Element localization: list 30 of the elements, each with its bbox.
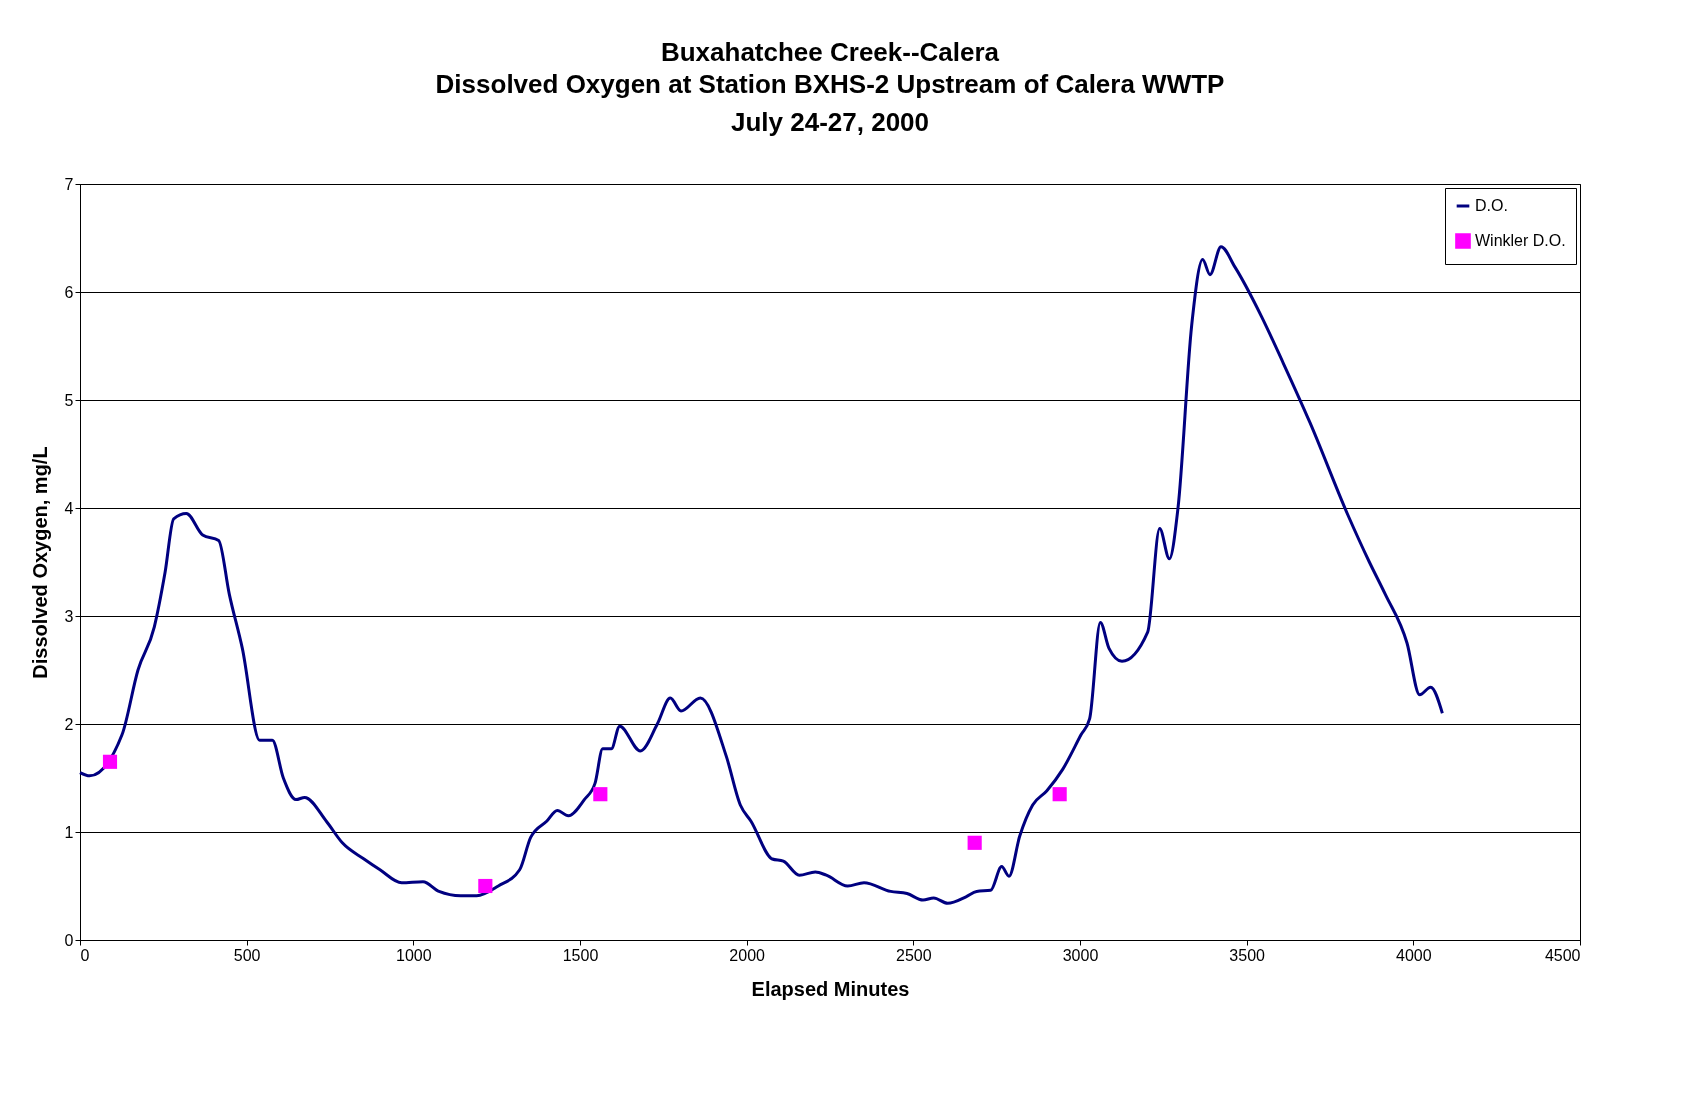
line-series	[78, 245, 1444, 905]
x-tick-label: 3500	[1229, 946, 1266, 964]
point	[967, 835, 982, 850]
y-axis-title: Dissolved Oxygen, mg/L	[28, 446, 51, 679]
x-tick-label: 4000	[1396, 946, 1432, 964]
x-tick-label: 3000	[1062, 946, 1099, 964]
x-tick-label: 1500	[562, 946, 599, 964]
point	[478, 878, 493, 894]
y-tick-label: 0	[64, 931, 74, 949]
point	[102, 754, 118, 769]
y-tick-label: 6	[64, 283, 74, 301]
chart-title: Buxahatchee Creek--Calera	[660, 37, 1000, 67]
y-tick-label: 2	[64, 715, 74, 733]
legend-label: D.O.	[1475, 197, 1508, 214]
y-tick-label: 3	[64, 607, 74, 625]
x-tick-label: 0	[80, 946, 90, 964]
x-tick-label: 1000	[396, 946, 432, 964]
x-tick-label: 2000	[729, 946, 766, 964]
point	[593, 787, 608, 802]
legend-label: Winkler D.O.	[1475, 232, 1566, 249]
x-axis-title: Elapsed Minutes	[751, 977, 910, 1000]
chart-subtitle: Dissolved Oxygen at Station BXHS-2 Upstream of Calera WWTP July 24-27, 2000	[435, 69, 1225, 137]
x-tick-label: 4500	[1544, 946, 1581, 964]
y-tick-label: 5	[64, 391, 74, 409]
y-tick-label: 1	[64, 823, 74, 841]
y-tick-label: 7	[64, 175, 74, 193]
point	[1052, 787, 1067, 802]
y-tick-label: 4	[64, 499, 74, 517]
x-tick-label: 500	[233, 946, 261, 964]
x-tick-label: 2500	[896, 946, 932, 964]
